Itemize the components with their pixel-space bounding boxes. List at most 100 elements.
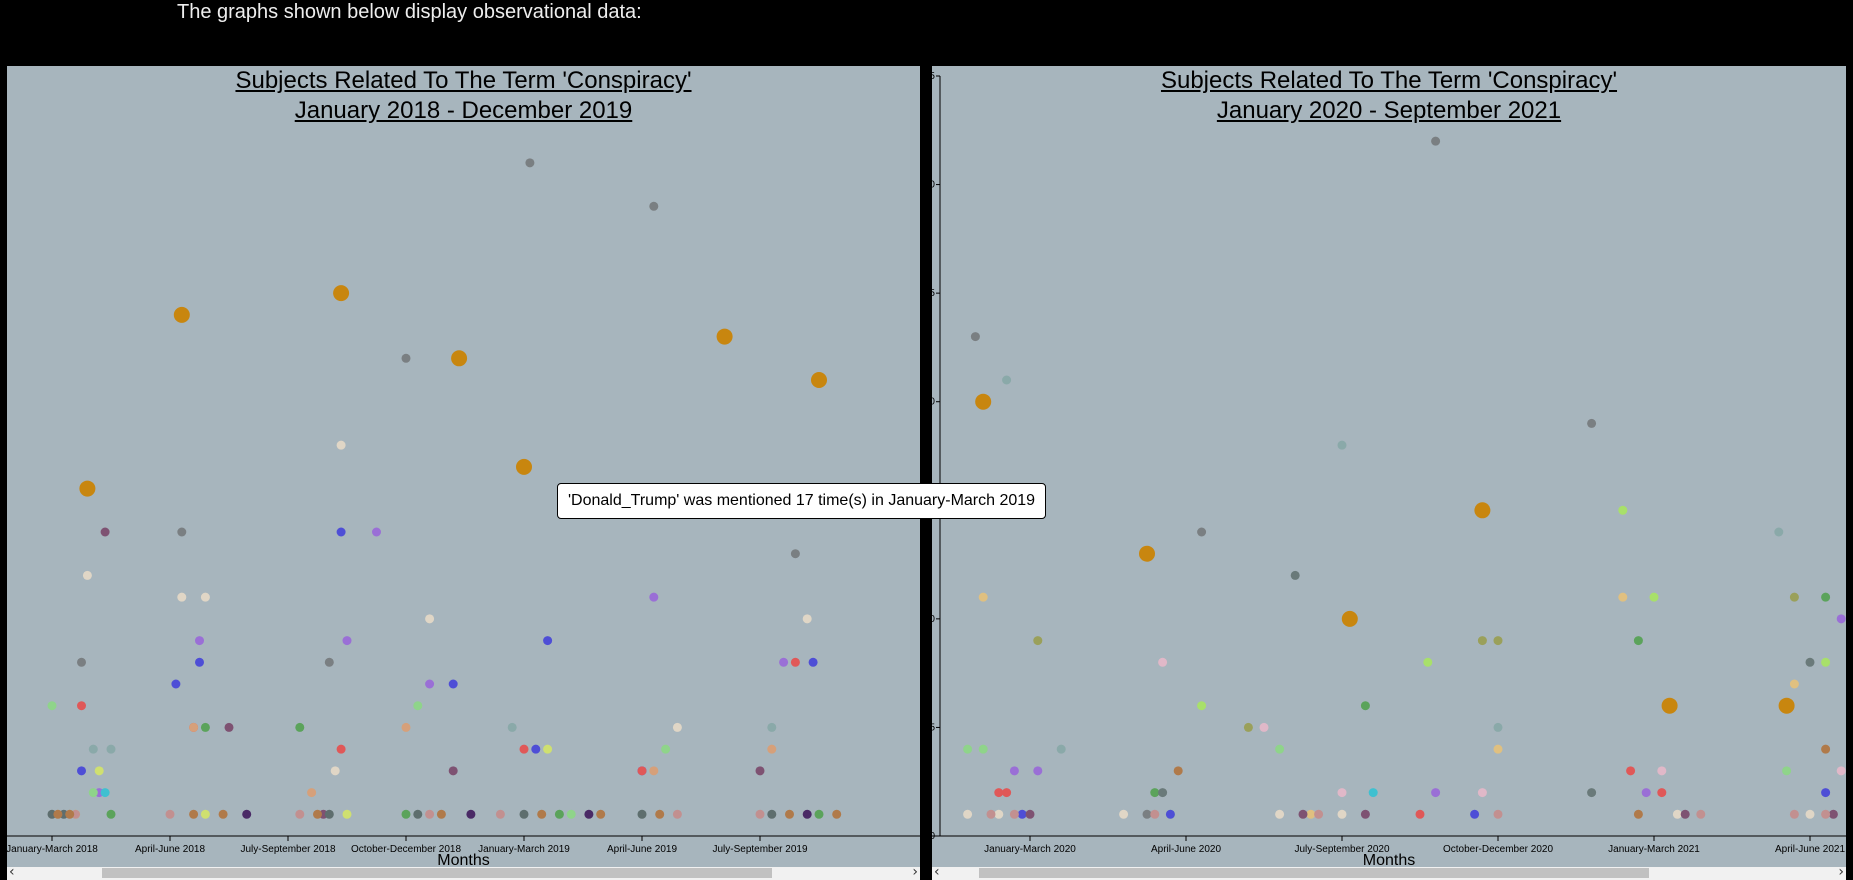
data-point[interactable] (1493, 722, 1503, 732)
scrollbar-thumb[interactable] (102, 868, 772, 878)
data-point[interactable] (1587, 788, 1597, 798)
data-point[interactable] (425, 614, 435, 624)
data-point[interactable] (1431, 788, 1441, 798)
data-point[interactable] (755, 809, 765, 819)
data-point[interactable] (94, 766, 104, 776)
data-point[interactable] (978, 592, 988, 602)
data-point[interactable] (77, 766, 86, 776)
data-point[interactable] (47, 701, 57, 711)
data-point[interactable] (1259, 722, 1269, 732)
data-point[interactable] (1657, 788, 1667, 798)
data-point[interactable] (1025, 809, 1035, 819)
data-point[interactable] (994, 788, 1004, 798)
data-point[interactable] (1002, 375, 1012, 385)
data-point[interactable] (584, 809, 594, 819)
data-point[interactable] (53, 809, 63, 819)
data-point[interactable] (1275, 809, 1285, 819)
data-point[interactable] (1173, 766, 1183, 776)
data-point[interactable] (100, 527, 110, 537)
highlight-data-point[interactable] (716, 328, 733, 345)
highlight-data-point[interactable] (516, 458, 532, 475)
data-point[interactable] (242, 809, 252, 819)
scroll-right-icon[interactable]: › (912, 864, 918, 880)
scroll-left-icon[interactable]: ‹ (934, 864, 940, 880)
data-point[interactable] (1360, 809, 1370, 819)
data-point[interactable] (1821, 744, 1831, 754)
data-point[interactable] (1337, 788, 1347, 798)
data-point[interactable] (1017, 809, 1027, 819)
data-point[interactable] (986, 809, 996, 819)
data-point[interactable] (1337, 809, 1347, 819)
data-point[interactable] (1243, 722, 1253, 732)
data-point[interactable] (790, 549, 800, 559)
data-point[interactable] (537, 809, 547, 819)
data-point[interactable] (1033, 636, 1043, 646)
data-point[interactable] (978, 744, 988, 754)
data-point[interactable] (324, 809, 334, 819)
data-point[interactable] (65, 809, 75, 819)
highlight-data-point[interactable] (79, 480, 96, 497)
data-point[interactable] (425, 679, 435, 689)
data-point[interactable] (336, 440, 346, 450)
data-point[interactable] (342, 636, 352, 646)
data-point[interactable] (1649, 592, 1659, 602)
data-point[interactable] (1805, 809, 1815, 819)
data-point[interactable] (1493, 744, 1503, 754)
data-point[interactable] (767, 744, 777, 754)
data-point[interactable] (808, 657, 818, 667)
data-point[interactable] (336, 744, 346, 754)
data-point[interactable] (177, 592, 187, 602)
data-point[interactable] (1821, 657, 1831, 667)
data-point[interactable] (1368, 788, 1378, 798)
data-point[interactable] (1142, 809, 1152, 819)
data-point[interactable] (1836, 614, 1846, 624)
data-point[interactable] (1633, 636, 1643, 646)
data-point[interactable] (672, 722, 682, 732)
data-point[interactable] (519, 744, 529, 754)
data-point[interactable] (649, 766, 659, 776)
data-point[interactable] (1789, 809, 1799, 819)
data-point[interactable] (543, 636, 553, 646)
highlight-data-point[interactable] (975, 393, 992, 410)
data-point[interactable] (1821, 788, 1831, 798)
data-point[interactable] (195, 657, 204, 667)
highlight-data-point[interactable] (1474, 502, 1491, 519)
data-point[interactable] (963, 809, 973, 819)
data-point[interactable] (1033, 766, 1043, 776)
data-point[interactable] (77, 657, 86, 667)
data-point[interactable] (189, 809, 199, 819)
horizontal-scrollbar[interactable]: ‹ › (7, 864, 920, 880)
data-point[interactable] (1626, 766, 1636, 776)
data-point[interactable] (832, 809, 842, 819)
data-point[interactable] (313, 809, 322, 819)
horizontal-scrollbar[interactable]: ‹ › (932, 864, 1846, 880)
data-point[interactable] (171, 679, 181, 689)
data-point[interactable] (1587, 418, 1597, 428)
data-point[interactable] (88, 788, 98, 798)
data-point[interactable] (785, 809, 794, 819)
scroll-left-icon[interactable]: ‹ (9, 864, 15, 880)
data-point[interactable] (767, 722, 777, 732)
data-point[interactable] (82, 570, 92, 580)
data-point[interactable] (100, 788, 110, 798)
data-point[interactable] (531, 744, 541, 754)
data-point[interactable] (1009, 766, 1019, 776)
data-point[interactable] (672, 809, 682, 819)
data-point[interactable] (1290, 570, 1300, 580)
data-point[interactable] (596, 809, 606, 819)
data-point[interactable] (224, 722, 234, 732)
data-point[interactable] (994, 809, 1004, 819)
data-point[interactable] (106, 744, 116, 754)
data-point[interactable] (637, 809, 647, 819)
data-point[interactable] (1298, 809, 1308, 819)
data-point[interactable] (1197, 701, 1207, 711)
data-point[interactable] (1493, 636, 1503, 646)
data-point[interactable] (1150, 788, 1160, 798)
data-point[interactable] (425, 809, 435, 819)
data-point[interactable] (1618, 505, 1628, 515)
data-point[interactable] (342, 809, 352, 819)
data-point[interactable] (1782, 766, 1792, 776)
data-point[interactable] (372, 527, 381, 537)
data-point[interactable] (466, 809, 476, 819)
data-point[interactable] (189, 722, 199, 732)
